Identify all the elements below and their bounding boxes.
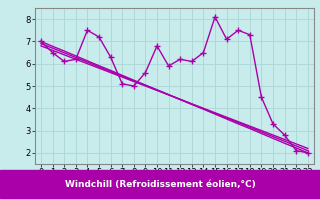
Text: Windchill (Refroidissement éolien,°C): Windchill (Refroidissement éolien,°C) <box>65 180 255 188</box>
